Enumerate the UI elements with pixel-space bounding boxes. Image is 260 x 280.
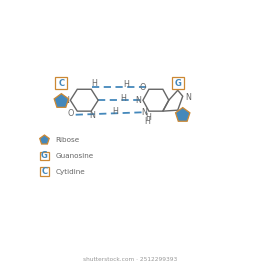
Polygon shape [40,135,49,144]
Polygon shape [54,94,69,107]
Text: O: O [139,83,146,92]
Text: G: G [41,151,48,160]
Text: H: H [91,79,97,88]
Text: H: H [145,113,151,122]
FancyBboxPatch shape [55,77,67,89]
Text: N: N [63,96,69,105]
Text: N: N [136,96,141,105]
FancyBboxPatch shape [172,77,184,89]
Text: Cytidine: Cytidine [55,169,85,175]
Text: C: C [41,167,48,176]
Text: G: G [174,79,181,88]
Text: N: N [176,82,182,91]
Text: H: H [120,94,126,103]
FancyBboxPatch shape [40,151,49,160]
Text: Ribose: Ribose [55,137,80,143]
FancyBboxPatch shape [40,167,49,176]
Text: O: O [68,109,74,118]
Polygon shape [176,108,190,121]
Text: N: N [185,93,191,102]
Text: H: H [123,80,129,89]
Text: N: N [89,111,95,120]
Text: shutterstock.com · 2512299393: shutterstock.com · 2512299393 [83,257,177,262]
Text: H: H [144,117,150,126]
Text: Guanosine: Guanosine [55,153,94,159]
Text: H: H [112,107,118,116]
Text: N: N [142,108,147,117]
Text: C: C [58,79,64,88]
